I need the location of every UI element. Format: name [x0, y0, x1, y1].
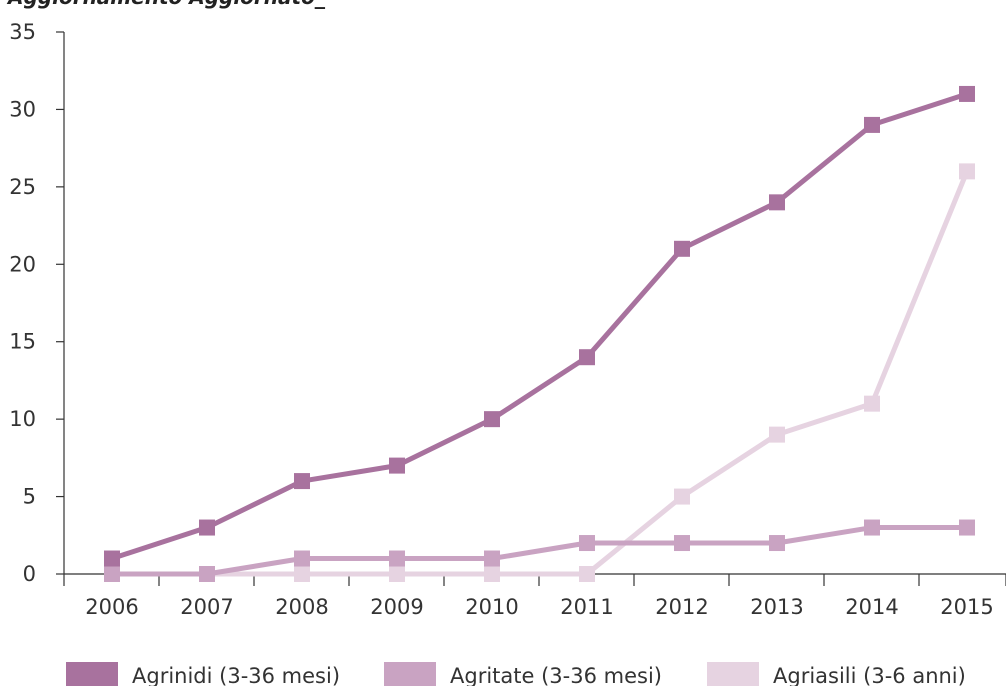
- series-line: [112, 525, 967, 577]
- data-point: [389, 457, 405, 474]
- y-tick-label: 25: [9, 175, 36, 199]
- x-tick-label: 2010: [465, 595, 518, 619]
- series-agritate-3-36-mesi: [104, 519, 975, 582]
- data-point: [959, 85, 975, 102]
- data-point: [864, 395, 880, 412]
- legend-label: Agritate (3-36 mesi): [450, 664, 662, 686]
- legend: Agrinidi (3-36 mesi) Agritate (3-36 mesi)…: [66, 662, 966, 686]
- data-point: [959, 519, 975, 536]
- series-line: [111, 91, 968, 561]
- data-point: [674, 488, 690, 505]
- series-agrinidi-3-36-mesi: [104, 85, 975, 567]
- y-tick-label: 30: [9, 97, 36, 121]
- data-point: [484, 411, 500, 428]
- data-point: [294, 473, 310, 490]
- data-point: [674, 240, 690, 257]
- data-point: [864, 116, 880, 133]
- y-tick-label: 5: [23, 485, 36, 509]
- x-tick-label: 2015: [940, 595, 993, 619]
- y-tick-label: 20: [9, 252, 36, 276]
- y-tick-label: 35: [9, 20, 36, 44]
- data-point: [579, 535, 595, 552]
- data-point: [769, 194, 785, 211]
- y-tick-label: 0: [23, 562, 36, 586]
- legend-label: Agrinidi (3-36 mesi): [132, 664, 340, 686]
- data-point: [579, 349, 595, 366]
- data-point: [294, 550, 310, 567]
- data-point: [484, 566, 500, 582]
- series-line: [112, 170, 970, 577]
- legend-label: Agriasili (3-6 anni): [773, 664, 966, 686]
- legend-swatch: [66, 662, 118, 686]
- legend-swatch: [384, 662, 436, 686]
- x-tick-label: 2014: [845, 595, 898, 619]
- data-point: [769, 535, 785, 552]
- y-tick-label: 10: [9, 407, 36, 431]
- x-tick-label: 2012: [655, 595, 708, 619]
- x-tick-label: 2013: [750, 595, 803, 619]
- x-tick-label: 2011: [560, 595, 613, 619]
- data-point: [294, 566, 310, 582]
- data-point: [484, 550, 500, 567]
- data-point: [389, 550, 405, 567]
- x-tick-label: 2007: [180, 595, 233, 619]
- data-point: [579, 566, 595, 582]
- series-agriasili-3-6-anni: [104, 163, 975, 582]
- y-tick-label: 15: [9, 330, 36, 354]
- series-layer: [104, 85, 975, 582]
- data-point: [389, 566, 405, 582]
- data-point: [959, 163, 975, 180]
- data-point: [199, 519, 215, 536]
- x-tick-label: 2009: [370, 595, 423, 619]
- data-point: [769, 426, 785, 443]
- data-point: [864, 519, 880, 536]
- legend-swatch: [707, 662, 759, 686]
- data-point: [199, 566, 215, 582]
- x-tick-label: 2006: [85, 595, 138, 619]
- data-point: [104, 550, 120, 567]
- data-point: [104, 566, 120, 582]
- x-tick-label: 2008: [275, 595, 328, 619]
- clipped-top-text: Aggiornamento Aggiornato_: [6, 0, 326, 9]
- data-point: [674, 535, 690, 552]
